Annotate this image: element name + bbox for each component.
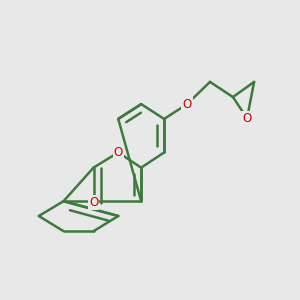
Text: O: O — [242, 112, 252, 125]
Text: O: O — [89, 196, 98, 209]
Text: O: O — [182, 98, 192, 111]
Text: O: O — [114, 146, 123, 159]
